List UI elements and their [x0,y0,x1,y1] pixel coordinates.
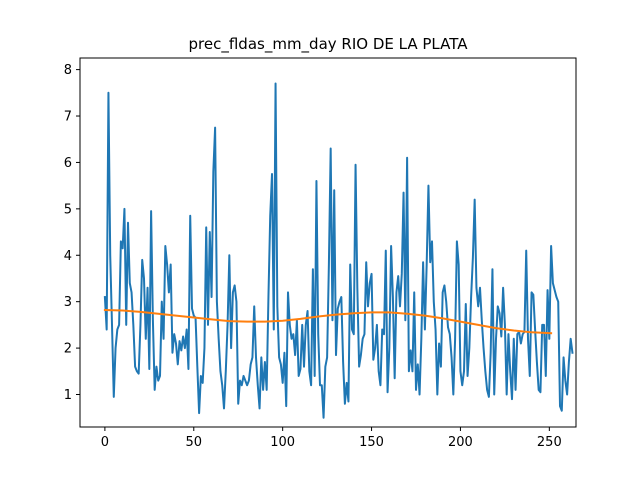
x-tick-label: 50 [186,435,203,450]
chart-title: prec_fldas_mm_day RIO DE LA PLATA [189,35,469,54]
y-tick-label: 3 [64,295,72,310]
y-tick-label: 5 [64,202,72,217]
plot-area [103,82,574,419]
series-line-trend [103,309,553,335]
plot-frame [79,57,577,428]
y-tick-label: 6 [64,156,72,171]
y-tick-label: 8 [64,63,72,78]
y-tick-label: 1 [64,388,72,403]
x-tick-label: 200 [448,435,473,450]
x-tick-label: 100 [270,435,295,450]
y-tick-label: 2 [64,342,72,357]
x-tick-label: 250 [537,435,562,450]
y-tick-label: 4 [64,249,72,264]
series-line-monthly [103,82,574,419]
x-tick-label: 0 [101,435,109,450]
y-tick-label: 7 [64,110,72,125]
y-axis: 1 2 3 4 5 6 7 8 [64,63,80,403]
x-axis: 0 50 100 150 200 250 [101,427,562,450]
x-tick-label: 150 [359,435,384,450]
